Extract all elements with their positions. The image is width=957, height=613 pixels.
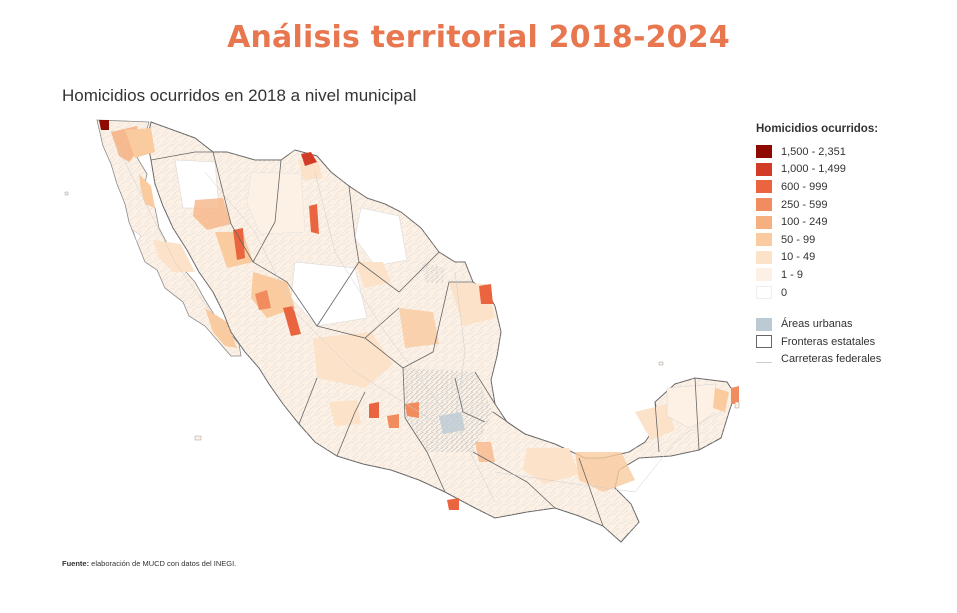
source-note: Fuente: elaboración de MUCD con datos de…	[62, 559, 236, 568]
legend-label: 10 - 49	[781, 251, 816, 264]
legend-label: 1,000 - 1,499	[781, 163, 846, 176]
legend-row: 250 - 599	[756, 196, 951, 214]
legend-row: 10 - 49	[756, 249, 951, 267]
legend-title: Homicidios ocurridos:	[756, 123, 879, 135]
state-border-swatch	[756, 335, 772, 349]
legend-swatch	[756, 145, 772, 159]
source-prefix: Fuente:	[62, 559, 90, 568]
main-title: Análisis territorial 2018-2024	[227, 20, 730, 55]
mexico-map-svg	[64, 119, 740, 543]
urban-area-swatch	[756, 317, 772, 331]
legend-label: 1 - 9	[781, 268, 804, 281]
legend-row: 600 - 999	[756, 178, 951, 196]
legend-swatch	[756, 215, 772, 229]
legend-row-state-borders: Fronteras estatales	[756, 333, 951, 351]
legend-row: 100 - 249	[756, 213, 951, 231]
legend-label: 50 - 99	[781, 233, 816, 246]
legend-row-urban: Áreas urbanas	[756, 315, 951, 333]
legend-swatch	[756, 162, 772, 176]
legend-label: 250 - 599	[781, 198, 828, 211]
legend-row: 1,000 - 1,499	[756, 161, 951, 179]
legend-label-state-borders: Fronteras estatales	[781, 335, 876, 348]
legend-label: 1,500 - 2,351	[781, 145, 846, 158]
legend-row: 0	[756, 284, 951, 302]
legend-label: 0	[781, 286, 788, 299]
acapulco-hotspot	[447, 498, 459, 510]
legend-label-roads: Carreteras federales	[781, 353, 882, 366]
source-text: elaboración de MUCD con datos del INEGI.	[89, 559, 237, 568]
legend-row: 1,500 - 2,351	[756, 143, 951, 161]
legend-swatch	[756, 268, 772, 282]
legend-row: 50 - 99	[756, 231, 951, 249]
legend-swatch	[756, 233, 772, 247]
mexico-map	[55, 112, 745, 562]
legend-swatch	[756, 198, 772, 212]
legend-color-scale: 1,500 - 2,351 1,000 - 1,499 600 - 999 250 -…	[756, 143, 951, 301]
legend-swatch	[756, 250, 772, 264]
legend-layers: Áreas urbanas Fronteras estatales Carret…	[756, 315, 951, 368]
tijuana-hotspot	[99, 120, 109, 130]
state-borders	[150, 151, 700, 527]
legend-swatch	[756, 286, 772, 300]
legend-swatch	[756, 180, 772, 194]
federal-road-line	[756, 361, 772, 363]
federal-roads	[114, 141, 716, 503]
legend-row-roads: Carreteras federales	[756, 350, 951, 368]
legend-label: 600 - 999	[781, 180, 828, 193]
map-subtitle: Homicidios ocurridos en 2018 a nivel mun…	[62, 86, 417, 105]
ciudad-juarez-hotspot	[301, 152, 317, 166]
legend-row: 1 - 9	[756, 266, 951, 284]
legend-label: 100 - 249	[781, 216, 828, 229]
map-legend: Homicidios ocurridos: 1,500 - 2,351 1,000…	[756, 123, 951, 368]
legend-label-urban: Áreas urbanas	[781, 318, 853, 331]
